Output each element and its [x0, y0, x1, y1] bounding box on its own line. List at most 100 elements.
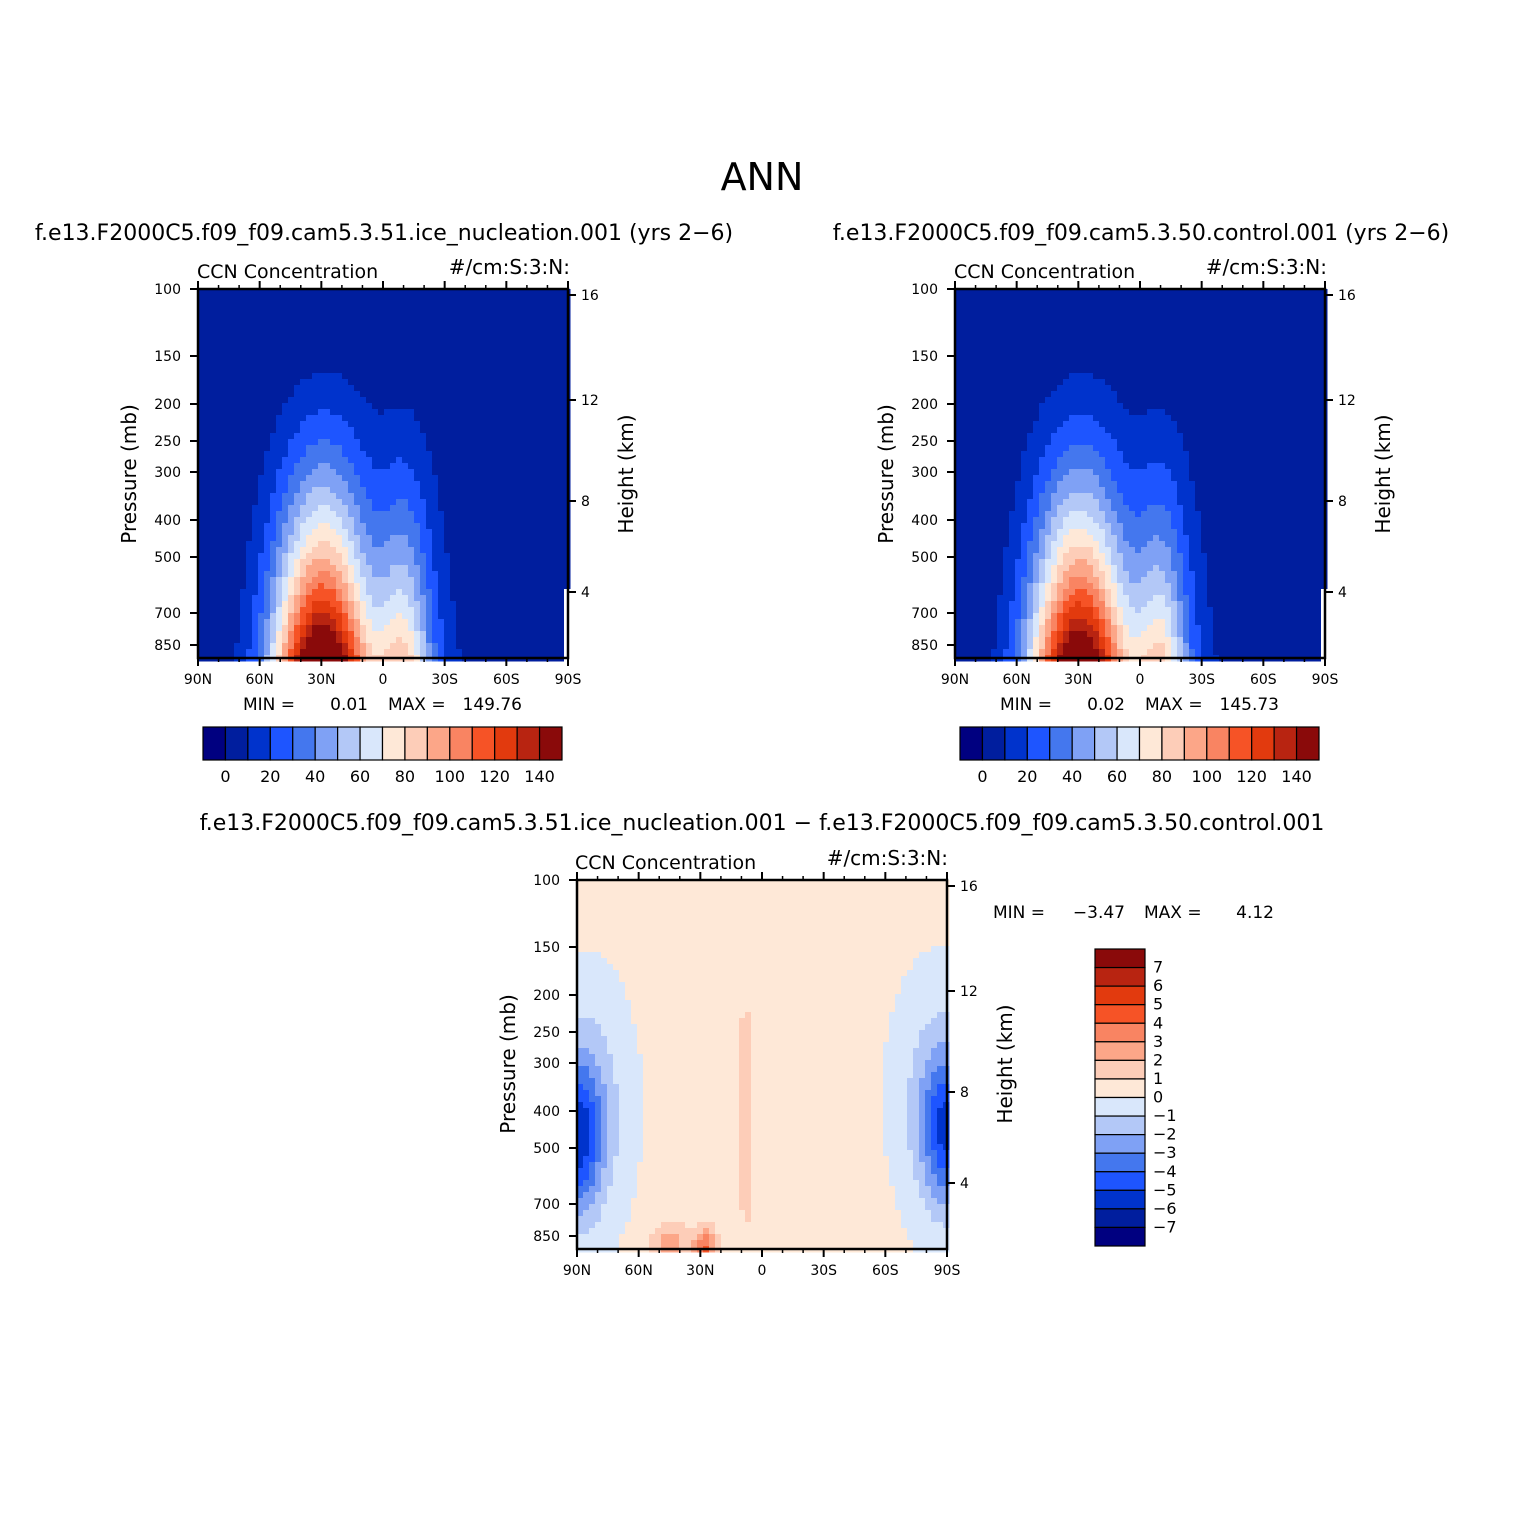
field-cell [378, 547, 385, 554]
field-cell [342, 289, 349, 296]
field-cell [300, 355, 307, 362]
field-cell [510, 457, 517, 464]
field-cell [384, 403, 391, 410]
field-cell [282, 337, 289, 344]
field-cell [210, 505, 217, 512]
field-cell [534, 397, 541, 404]
field-cell [492, 499, 499, 506]
field-cell [210, 409, 217, 416]
field-cell [973, 331, 980, 338]
field-cell [414, 481, 421, 488]
field-cell [276, 607, 283, 614]
field-cell [228, 427, 235, 434]
field-cell [420, 613, 427, 620]
field-cell [534, 547, 541, 554]
field-cell [384, 499, 391, 506]
field-cell [528, 385, 535, 392]
field-cell [420, 343, 427, 350]
field-cell [1171, 313, 1178, 320]
field-cell [955, 355, 962, 362]
field-cell [384, 481, 391, 488]
field-cell [558, 367, 565, 374]
field-cell [204, 409, 211, 416]
field-cell [1141, 307, 1148, 314]
field-cell [354, 493, 361, 500]
field-cell [1111, 367, 1118, 374]
field-cell [270, 313, 277, 320]
field-cell [540, 445, 547, 452]
field-cell [474, 493, 481, 500]
field-cell [558, 541, 565, 548]
field-cell [252, 499, 259, 506]
field-cell [204, 493, 211, 500]
field-cell [961, 325, 968, 332]
field-cell [522, 541, 529, 548]
field-cell [1243, 361, 1250, 368]
field-cell [372, 559, 379, 566]
field-cell [264, 451, 271, 458]
field-cell [426, 565, 433, 572]
field-cell [1075, 379, 1082, 386]
field-cell [372, 367, 379, 374]
field-cell [540, 289, 547, 296]
field-cell [300, 499, 307, 506]
field-cell [504, 643, 511, 650]
field-cell [216, 571, 223, 578]
field-cell [1201, 379, 1208, 386]
field-cell [282, 625, 289, 632]
field-cell [1003, 301, 1010, 308]
field-cell [444, 625, 451, 632]
field-cell [546, 439, 553, 446]
field-cell [1027, 313, 1034, 320]
field-cell [462, 391, 469, 398]
field-cell [204, 601, 211, 608]
field-cell [510, 331, 517, 338]
field-cell [1201, 373, 1208, 380]
field-cell [246, 439, 253, 446]
field-cell [396, 289, 403, 296]
field-cell [486, 451, 493, 458]
field-cell [474, 451, 481, 458]
field-cell [294, 529, 301, 536]
field-cell [1105, 343, 1112, 350]
field-cell [288, 391, 295, 398]
field-cell [1093, 337, 1100, 344]
field-cell [258, 331, 265, 338]
field-cell [1129, 319, 1136, 326]
field-cell [282, 313, 289, 320]
field-cell [288, 397, 295, 404]
field-cell [552, 289, 559, 296]
field-cell [390, 547, 397, 554]
field-cell [270, 433, 277, 440]
field-cell [1063, 385, 1070, 392]
field-cell [234, 433, 241, 440]
field-cell [342, 547, 349, 554]
field-cell [282, 343, 289, 350]
field-cell [210, 289, 217, 296]
field-cell [1135, 385, 1142, 392]
field-cell [498, 451, 505, 458]
field-cell [198, 463, 205, 470]
field-cell [1147, 343, 1154, 350]
field-cell [282, 367, 289, 374]
field-cell [516, 367, 523, 374]
field-cell [252, 463, 259, 470]
field-cell [468, 409, 475, 416]
field-cell [414, 427, 421, 434]
field-cell [546, 385, 553, 392]
field-cell [420, 547, 427, 554]
field-cell [528, 391, 535, 398]
field-cell [330, 397, 337, 404]
field-cell [270, 343, 277, 350]
field-cell [408, 517, 415, 524]
field-cell [1285, 319, 1292, 326]
field-cell [360, 529, 367, 536]
field-cell [1171, 361, 1178, 368]
field-cell [282, 463, 289, 470]
field-cell [510, 409, 517, 416]
field-cell [414, 649, 421, 656]
field-cell [306, 415, 313, 422]
field-cell [348, 367, 355, 374]
field-cell [396, 505, 403, 512]
field-cell [474, 415, 481, 422]
